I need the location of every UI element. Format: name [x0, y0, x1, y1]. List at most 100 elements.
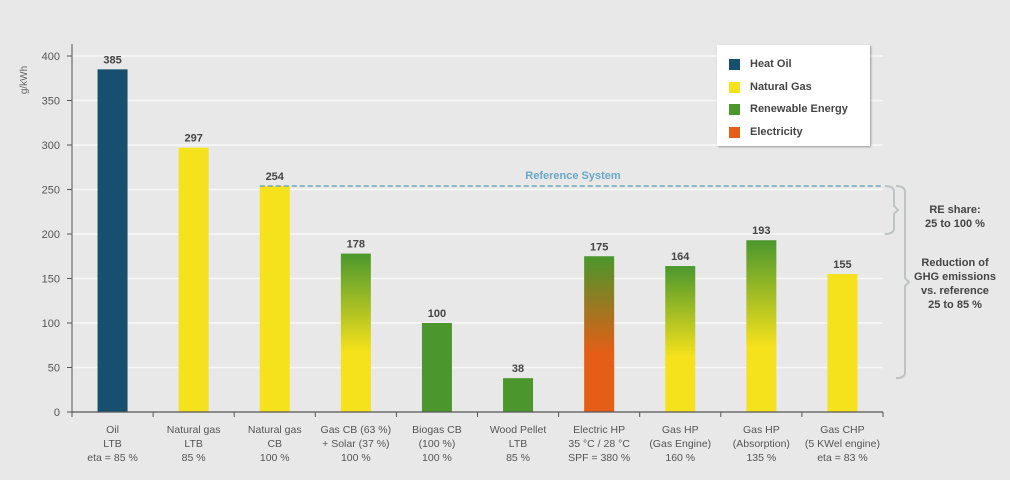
- x-tick-label-line: SPF = 380 %: [568, 452, 630, 464]
- data-label: 175: [590, 241, 608, 253]
- x-axis: Oil LTB eta = 85 %Natural gas LTB 85 %Natura…: [71, 411, 884, 464]
- x-tick-label-line: LTB: [184, 438, 202, 450]
- y-tick-label: 150: [42, 274, 60, 286]
- x-tick-label-line: Gas CHP: [820, 424, 864, 436]
- data-label: 38: [512, 363, 524, 375]
- bars: 385 297 254 178 100 38 175 164 193 155: [97, 54, 858, 413]
- brace: [884, 184, 900, 235]
- legend-swatch: [729, 103, 740, 115]
- x-tick-label-line: Gas CB (63 %): [321, 424, 392, 436]
- y-tick-label: 100: [42, 318, 60, 330]
- x-tick-label-line: Gas HP: [662, 424, 699, 436]
- x-tick-label-line: (Absorption): [733, 438, 790, 450]
- x-tick-label-line: (Gas Engine): [649, 438, 711, 450]
- x-tick-label-line: 35 °C / 28 °C: [568, 438, 630, 450]
- data-label: 193: [752, 225, 770, 237]
- note-line: RE share:: [929, 204, 981, 216]
- bar: [827, 274, 858, 412]
- x-tick-label: Wood Pellet LTB 85 %: [490, 424, 547, 464]
- note-line: 25 to 100 %: [925, 218, 985, 230]
- y-tick-label: 200: [42, 229, 60, 241]
- re-share-note: RE share: 25 to 100 %: [905, 203, 1005, 231]
- x-tick-label-line: CB: [267, 438, 282, 450]
- x-tick-label: Electric HP 35 °C / 28 °C SPF = 380 %: [568, 424, 630, 464]
- x-tick-label-line: Biogas CB: [412, 424, 462, 436]
- legend-swatch: [729, 81, 740, 93]
- data-label: 155: [833, 259, 851, 271]
- x-tick-label-line: (100 %): [419, 438, 456, 450]
- x-tick-label-line: eta = 83 %: [817, 452, 868, 464]
- data-label: 164: [671, 251, 690, 263]
- bar: [97, 69, 128, 412]
- x-tick-label-line: 85 %: [182, 452, 206, 464]
- x-tick-label-line: Gas HP: [743, 424, 780, 436]
- x-tick-label-line: 85 %: [506, 452, 530, 464]
- y-tick-label: 0: [54, 407, 60, 419]
- x-tick-label-line: Oil: [106, 424, 119, 436]
- ghg-reduction-note: Reduction of GHG emissions vs. reference…: [900, 256, 1010, 312]
- x-tick-label: Natural gas LTB 85 %: [167, 424, 221, 464]
- y-tick-label: 250: [42, 185, 60, 197]
- bar: [746, 240, 777, 412]
- bar: [421, 323, 452, 412]
- legend-swatch: [729, 58, 740, 70]
- x-tick-label-line: Natural gas: [167, 424, 221, 436]
- x-tick-label: Biogas CB (100 %) 100 %: [412, 424, 462, 464]
- data-label: 385: [103, 54, 121, 66]
- reference-line-label: Reference System: [525, 170, 621, 182]
- x-tick-label-line: eta = 85 %: [87, 452, 138, 464]
- y-tick-label: 300: [42, 140, 60, 152]
- x-tick-label-line: LTB: [509, 438, 527, 450]
- legend: Heat Oil Natural Gas Renewable Energy El…: [717, 45, 870, 146]
- x-tick-label-line: 100 %: [260, 452, 290, 464]
- data-label: 100: [428, 308, 446, 320]
- x-tick-label-line: (5 KWel engine): [805, 438, 880, 450]
- reference-line-group: Reference System: [259, 170, 883, 187]
- legend-item-heat-oil: Heat Oil: [729, 58, 792, 70]
- bar: [178, 147, 209, 413]
- data-label: 297: [184, 133, 202, 145]
- x-tick-label: Gas CB (63 %) + Solar (37 %) 100 %: [321, 424, 392, 464]
- x-tick-label-line: Wood Pellet: [490, 424, 547, 436]
- y-axis: 0 50 100 150 200 250 300 350 400: [42, 44, 73, 419]
- bar: [665, 266, 696, 412]
- legend-item-natural-gas: Natural Gas: [729, 81, 812, 93]
- x-tick-label-line: 100 %: [341, 452, 371, 464]
- data-label: 254: [266, 171, 285, 183]
- x-tick-label: Natural gas CB 100 %: [248, 424, 302, 464]
- y-axis-label: g/kWh: [19, 66, 30, 94]
- y-tick-label: 50: [48, 363, 60, 375]
- x-tick-label-line: 160 %: [665, 452, 695, 464]
- bar: [259, 185, 290, 412]
- y-tick-label: 350: [42, 96, 60, 108]
- x-tick-label-line: Electric HP: [573, 424, 625, 436]
- note-line: GHG emissions: [914, 271, 996, 283]
- x-tick-label: Oil LTB eta = 85 %: [87, 424, 138, 464]
- bar: [503, 378, 534, 412]
- bar: [340, 253, 371, 412]
- note-line: vs. reference: [921, 285, 989, 297]
- x-tick-label-line: LTB: [103, 438, 121, 450]
- x-tick-label-line: 135 %: [746, 452, 776, 464]
- legend-swatch: [729, 126, 740, 138]
- x-tick-label: Gas CHP (5 KWel engine) eta = 83 %: [805, 424, 880, 464]
- legend-item-renewable-energy: Renewable Energy: [729, 103, 848, 115]
- note-line: Reduction of: [921, 257, 989, 269]
- x-tick-label-line: + Solar (37 %): [322, 438, 389, 450]
- legend-label: Renewable Energy: [750, 103, 848, 115]
- note-line: 25 to 85 %: [928, 299, 982, 311]
- y-tick-label: 400: [42, 51, 60, 63]
- x-tick-label: Gas HP (Absorption) 135 %: [733, 424, 790, 464]
- brace: [895, 184, 911, 380]
- legend-label: Electricity: [750, 126, 803, 138]
- data-label: 178: [347, 239, 365, 251]
- legend-label: Heat Oil: [750, 58, 792, 70]
- legend-label: Natural Gas: [750, 81, 812, 93]
- x-tick-label: Gas HP (Gas Engine) 160 %: [649, 424, 711, 464]
- x-tick-label-line: Natural gas: [248, 424, 302, 436]
- x-tick-label-line: 100 %: [422, 452, 452, 464]
- bar: [584, 256, 615, 412]
- legend-item-electricity: Electricity: [729, 126, 803, 138]
- braces: [884, 184, 911, 380]
